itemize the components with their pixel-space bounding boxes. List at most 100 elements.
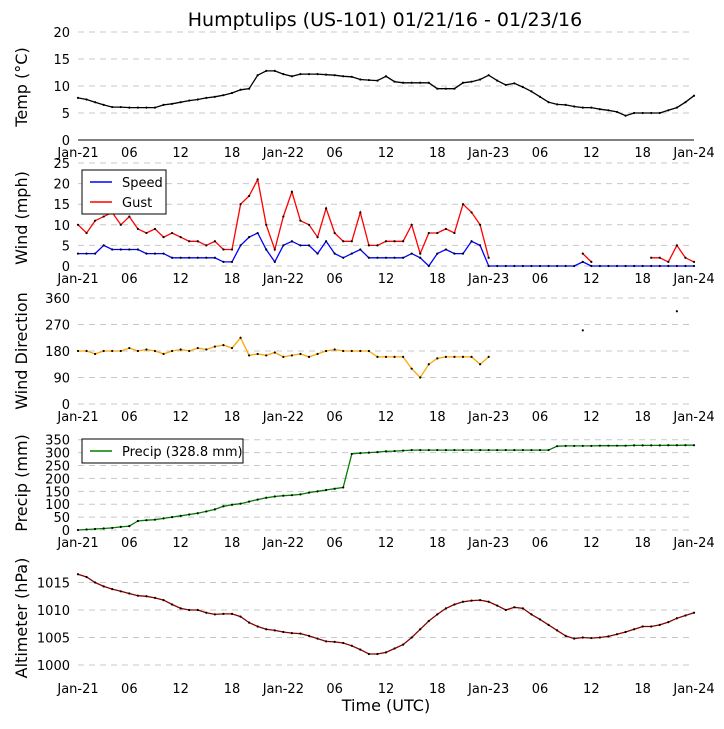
y-tick-label: 5 — [62, 239, 70, 254]
data-point — [521, 85, 524, 89]
y-axis-label: Altimeter (hPa) — [12, 558, 31, 679]
data-point — [359, 648, 362, 651]
x-tick-label: 18 — [634, 410, 651, 425]
data-point — [307, 223, 311, 226]
y-tick-label: 180 — [45, 345, 70, 360]
data-point — [547, 264, 550, 268]
data-point — [581, 444, 584, 448]
data-point — [436, 252, 439, 255]
data-point — [350, 240, 353, 243]
x-tick-label: 06 — [532, 272, 549, 287]
data-point — [581, 260, 584, 263]
data-point — [667, 621, 670, 624]
data-point — [213, 345, 216, 348]
data-point — [633, 628, 636, 631]
data-point — [641, 111, 644, 115]
data-point — [230, 346, 234, 350]
x-tick-label: Jan-21 — [56, 410, 98, 425]
data-point — [367, 451, 370, 454]
data-point — [248, 194, 251, 198]
data-point — [547, 101, 550, 104]
data-point — [359, 349, 362, 353]
data-point — [436, 448, 439, 452]
data-point — [538, 448, 542, 452]
data-point — [119, 223, 122, 226]
data-point — [624, 630, 627, 634]
y-tick-label: 1000 — [37, 659, 70, 674]
data-point — [119, 105, 122, 109]
data-point — [521, 448, 524, 452]
data-point — [162, 103, 165, 106]
data-point — [307, 355, 311, 358]
data-point — [205, 256, 208, 259]
data-point — [650, 111, 653, 115]
data-point — [316, 236, 319, 239]
data-point — [230, 612, 234, 615]
data-point — [128, 106, 131, 109]
data-point — [624, 444, 627, 447]
y-tick-label: 0 — [62, 524, 70, 539]
data-point — [222, 260, 225, 263]
data-point — [598, 108, 601, 111]
data-point — [85, 528, 88, 531]
data-point — [436, 87, 439, 90]
data-point — [350, 75, 353, 78]
data-point — [290, 240, 293, 243]
data-point — [658, 256, 661, 259]
data-point — [299, 244, 302, 247]
data-point — [316, 73, 319, 76]
data-point — [94, 101, 97, 104]
data-point — [650, 256, 653, 259]
x-tick-label: 18 — [224, 146, 241, 161]
data-point — [487, 264, 490, 268]
data-point — [76, 573, 80, 576]
y-tick-label: 270 — [45, 319, 70, 334]
series-line — [77, 573, 695, 655]
data-point — [248, 500, 251, 503]
data-point — [273, 495, 276, 498]
data-point — [222, 344, 225, 347]
data-point — [530, 613, 533, 616]
x-tick-label: Jan-22 — [262, 146, 304, 161]
data-point — [590, 260, 593, 263]
data-point — [607, 109, 610, 112]
x-tick-label: Jan-21 — [56, 536, 98, 551]
data-point — [119, 525, 122, 529]
data-point — [171, 231, 174, 235]
data-point — [299, 493, 302, 496]
data-point — [650, 264, 653, 268]
data-point — [556, 103, 559, 106]
x-tick-label: 18 — [429, 682, 446, 697]
data-point — [504, 448, 507, 452]
x-tick-label: 06 — [532, 410, 549, 425]
data-point — [76, 252, 80, 255]
data-point — [684, 256, 687, 259]
data-point — [479, 363, 482, 366]
data-point — [556, 264, 559, 268]
data-point — [239, 615, 242, 618]
data-point — [376, 451, 379, 454]
data-point — [94, 352, 97, 356]
data-point — [496, 264, 499, 268]
data-point — [444, 607, 447, 610]
y-tick-label: 1015 — [37, 577, 70, 592]
data-point — [350, 644, 353, 647]
y-tick-label: 20 — [53, 178, 70, 193]
data-point — [342, 349, 345, 353]
x-tick-label: 12 — [172, 536, 189, 551]
data-point — [547, 448, 550, 452]
data-point — [633, 264, 636, 268]
x-tick-label: 12 — [583, 272, 600, 287]
data-point — [692, 264, 696, 268]
data-point — [402, 449, 405, 452]
x-tick-label: 06 — [121, 272, 138, 287]
data-point — [615, 264, 619, 268]
data-point — [213, 95, 216, 98]
data-point — [94, 527, 97, 531]
data-point — [188, 256, 191, 259]
y-tick-label: 15 — [53, 198, 70, 213]
data-point — [342, 240, 345, 243]
legend-label: Speed — [122, 176, 163, 191]
data-point — [581, 636, 584, 639]
